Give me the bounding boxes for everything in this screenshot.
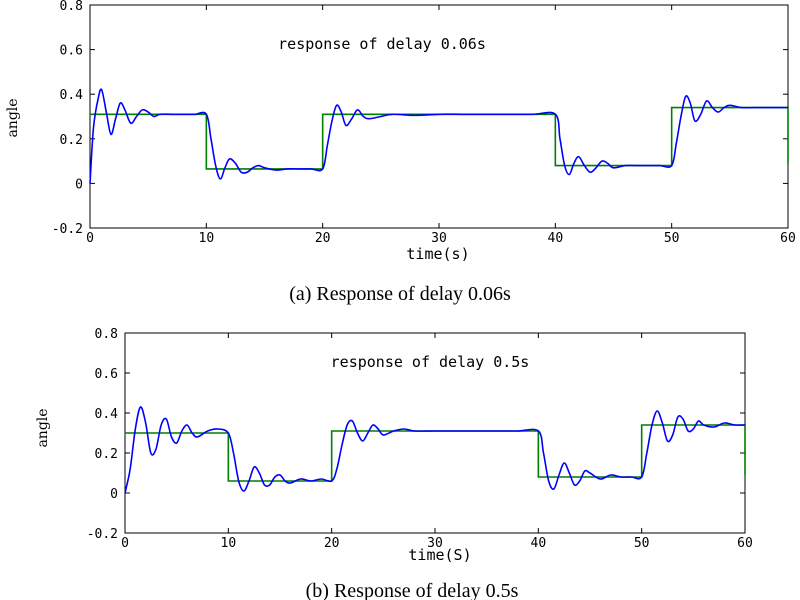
y-tick-label-a-5: 0.8 [60,0,83,14]
y-tick-label-a-1: 0 [75,177,83,192]
x-tick-label-a-0: 0 [86,231,94,246]
y-tick-label-b-5: 0.8 [95,327,118,342]
y-tick-label-b-3: 0.4 [95,407,119,422]
x-axis-label-b: time(S) [408,546,471,564]
chart-panel-a: 0 10 20 30 40 50 60-0.200.20.40.60.8 response … [5,0,796,305]
x-tick-label-a-2: 20 [315,231,331,246]
chart-title-b: response of delay 0.5s [331,353,530,371]
tick-group-a: 0 10 20 30 40 50 60-0.200.20.40.60.8 [52,0,796,246]
x-tick-label-b-1: 10 [221,536,237,551]
x-tick-label-b-4: 40 [531,536,547,551]
caption-a: (a) Response of delay 0.06s [289,283,511,305]
y-tick-label-b-1: 0 [110,487,118,502]
x-tick-label-a-4: 40 [548,231,564,246]
y-tick-label-a-4: 0.6 [60,44,83,59]
chart-title-a: response of delay 0.06s [278,35,486,53]
y-tick-label-b-4: 0.6 [95,367,118,382]
y-tick-label-b-2: 0.2 [95,447,118,462]
caption-b: (b) Response of delay 0.5s [306,580,519,600]
chart-panel-b: 0 10 20 30 40 50 60-0.200.20.40.60.8 response … [35,327,753,600]
response-line-b [124,406,746,494]
y-tick-label-a-3: 0.4 [60,88,84,103]
x-tick-label-b-6: 60 [737,536,753,551]
x-tick-label-b-5: 50 [634,536,650,551]
y-tick-label-a-0: -0.2 [52,222,83,237]
y-tick-label-a-2: 0.2 [60,133,83,148]
x-tick-label-b-2: 20 [324,536,340,551]
x-tick-label-a-6: 60 [780,231,796,246]
x-tick-label-a-3: 30 [431,231,447,246]
y-axis-label-a: angle [5,98,21,137]
x-tick-label-b-0: 0 [121,536,129,551]
y-tick-label-b-0: -0.2 [87,527,118,542]
response-line-a [89,88,788,184]
x-tick-label-a-1: 10 [199,231,215,246]
tick-group-b: 0 10 20 30 40 50 60-0.200.20.40.60.8 [87,327,753,551]
x-axis-label-a: time(s) [406,245,469,263]
x-tick-label-b-3: 30 [427,536,443,551]
marks-a [89,88,789,184]
x-tick-label-a-5: 50 [664,231,680,246]
y-axis-label-b: angle [35,408,51,447]
marks-b [124,406,746,494]
